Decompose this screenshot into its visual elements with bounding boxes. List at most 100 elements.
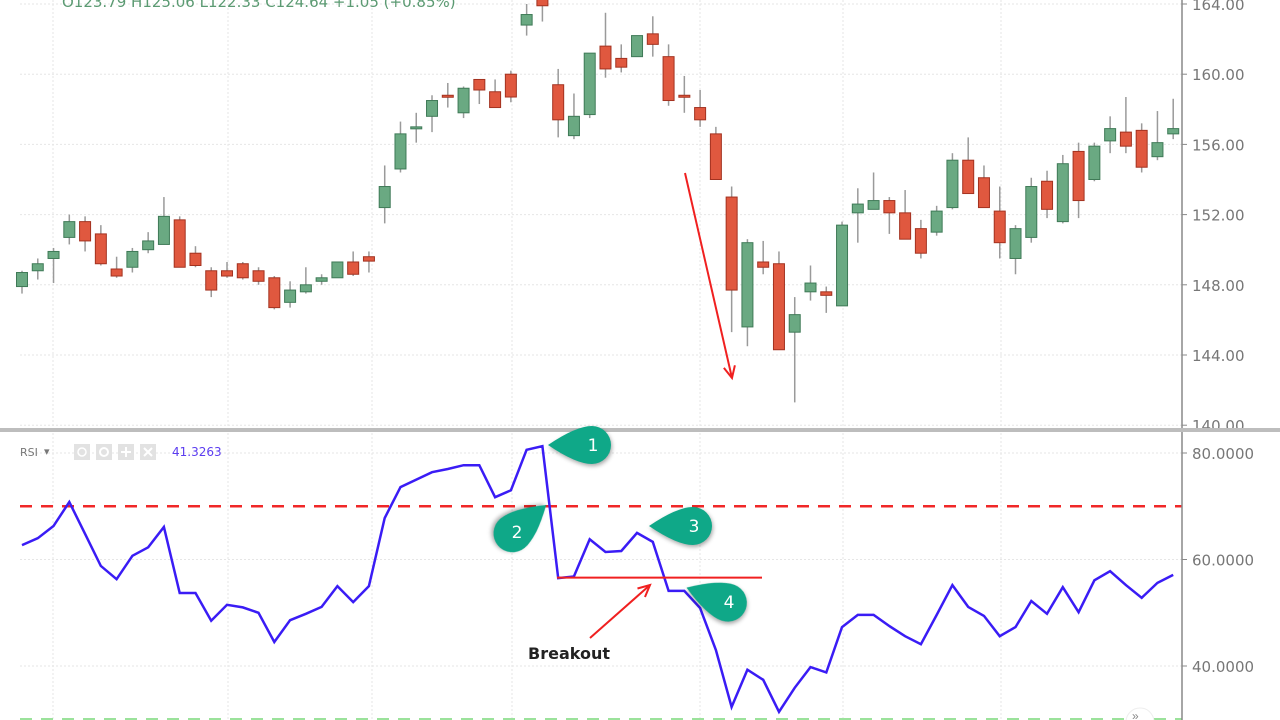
candle-body [899, 212, 912, 240]
marker-4: 4 [686, 582, 747, 622]
candle-body [709, 133, 722, 180]
downtrend-arrow [684, 172, 736, 381]
candle-down [899, 190, 912, 240]
candle-up [157, 197, 170, 245]
annotations: 1 2 3 4 [493, 172, 762, 639]
gear-icon[interactable] [96, 444, 112, 460]
candle-body [1167, 128, 1180, 135]
close-icon[interactable] [140, 444, 156, 460]
candle-up [1088, 142, 1101, 182]
breakout-label: Breakout [528, 644, 610, 663]
candle-down [362, 251, 375, 273]
candle-body [457, 87, 470, 114]
candle-up [315, 274, 328, 285]
eye-icon[interactable] [74, 444, 90, 460]
candle-down [914, 219, 927, 259]
candle-body [694, 107, 707, 121]
candle-body [993, 210, 1006, 244]
candle-down [615, 44, 628, 73]
candle-down [221, 261, 234, 278]
candle-body [1025, 186, 1038, 238]
candle-body [599, 45, 612, 70]
candle-body [1088, 145, 1101, 180]
rsi-current-value: 41.3263 [172, 445, 222, 459]
teardrop-marker-icon [548, 426, 611, 464]
candle-body [189, 252, 202, 266]
candle-body [914, 228, 927, 254]
candle-body [851, 203, 864, 214]
candle-up [1025, 177, 1038, 243]
candle-body [788, 314, 801, 333]
candle-up [946, 153, 959, 210]
candle-body [173, 219, 186, 268]
candle-body [615, 57, 628, 68]
candle-body [63, 221, 76, 238]
candle-up [47, 247, 60, 284]
candle-down [1072, 142, 1085, 219]
candle-body [236, 263, 249, 279]
candle-up [16, 270, 28, 294]
candle-up [1056, 154, 1069, 224]
candle-down [347, 251, 360, 277]
candle-body [410, 126, 423, 130]
double-chevron-icon: » [1132, 709, 1139, 720]
candle-body [47, 250, 60, 259]
candle-body [315, 277, 328, 282]
teardrop-marker-icon [686, 582, 747, 622]
candle-body [867, 200, 880, 210]
scroll-right-button[interactable]: » [1125, 707, 1155, 720]
marker-1: 1 [548, 426, 611, 464]
candle-body [804, 282, 817, 293]
candle-down [757, 240, 770, 275]
candle-body [567, 115, 580, 137]
rsi-label: RSI [20, 446, 38, 459]
candle-down [236, 261, 249, 280]
breakout-arrow [589, 583, 652, 639]
marker-2: 2 [493, 505, 547, 553]
candle-up [378, 165, 391, 224]
candle-body [678, 94, 691, 98]
pane-separator[interactable] [0, 428, 1280, 432]
candle-up [394, 121, 407, 173]
candle-body [268, 277, 281, 309]
candle-up [867, 172, 880, 210]
candle-down [725, 186, 738, 333]
candle-down [772, 251, 785, 351]
candle-body [836, 224, 849, 307]
candle-body [883, 200, 896, 214]
candles [16, 0, 1180, 403]
marker-number: 4 [724, 593, 735, 613]
price-tick-label: 152.00 [1192, 207, 1245, 225]
candle-body [662, 56, 675, 102]
candle-body [16, 272, 28, 288]
arrow-head-icon [723, 365, 736, 381]
candle-up [930, 205, 943, 236]
candle-up [741, 239, 754, 347]
rsi-line [21, 444, 1174, 715]
candle-body [157, 215, 170, 245]
candle-down [268, 276, 281, 310]
candle-up [836, 221, 849, 307]
candle-up [631, 35, 644, 58]
candle-body [378, 186, 391, 209]
arrow-head-icon [637, 583, 652, 598]
candle-down [189, 246, 202, 268]
rsi-menu-caret[interactable]: ▾ [44, 445, 50, 458]
arrow-shaft [589, 584, 651, 639]
candle-body [1104, 128, 1117, 142]
candle-down [962, 137, 975, 195]
candle-body [504, 73, 517, 98]
candle-up [31, 258, 44, 280]
candle-body [1119, 131, 1132, 147]
candle-body [110, 268, 123, 277]
candle-up [126, 247, 139, 273]
rsi-tick-label: 80.0000 [1192, 445, 1254, 463]
plus-icon[interactable] [118, 444, 134, 460]
candle-body [631, 35, 644, 58]
candle-up [410, 112, 423, 143]
candle-down [536, 0, 549, 22]
candle-down [678, 75, 691, 113]
candle-body [1009, 228, 1022, 259]
